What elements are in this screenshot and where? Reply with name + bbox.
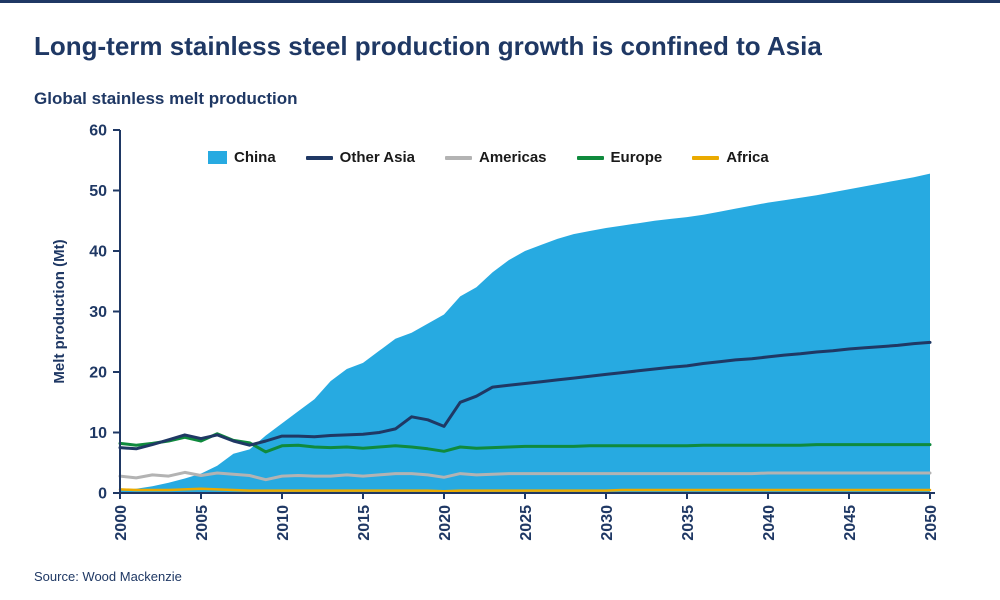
legend-label: Europe (610, 149, 663, 166)
x-tick-label: 2050 (923, 505, 940, 541)
legend-marker-china (208, 151, 227, 164)
legend-item-africa: Africa (692, 149, 769, 166)
x-tick-label: 2035 (680, 505, 697, 541)
legend-item-americas: Americas (444, 149, 547, 166)
y-tick-label: 0 (98, 486, 107, 503)
y-tick-label: 60 (89, 123, 107, 140)
series-other-asia (118, 340, 932, 451)
x-tick-label: 2000 (113, 505, 130, 541)
chart-legend: China Other Asia Americas Europe Africa (208, 149, 769, 166)
x-tick-label: 2010 (275, 505, 292, 541)
legend-label: Americas (478, 149, 547, 166)
series-africa (118, 487, 932, 493)
legend-marker-europe (576, 155, 604, 160)
legend-label: China (234, 149, 276, 166)
series-europe (118, 432, 932, 454)
x-tick-label: 2020 (437, 505, 454, 541)
x-tick-label: 2015 (356, 505, 373, 541)
y-tick-label: 50 (89, 183, 107, 200)
legend-marker-africa (692, 155, 720, 160)
x-tick-label: 2045 (842, 505, 859, 541)
y-tick-label: 20 (89, 365, 107, 382)
legend-label: Other Asia (339, 149, 415, 166)
y-tick-label: 30 (89, 304, 107, 321)
y-tick-label: 10 (89, 425, 107, 442)
x-tick-label: 2030 (599, 505, 616, 541)
legend-marker-americas (444, 155, 472, 160)
legend-label: Africa (726, 149, 769, 166)
legend-item-europe: Europe (576, 149, 663, 166)
page-title: Long-term stainless steel production gro… (34, 31, 822, 61)
series-americas (118, 470, 932, 482)
legend-marker-other-asia (305, 155, 333, 160)
y-tick-label: 40 (89, 244, 107, 261)
source-note: Source: Wood Mackenzie (34, 569, 182, 584)
chart-subtitle: Global stainless melt production (34, 89, 298, 108)
y-axis-title: Melt production (Mt) (51, 239, 68, 383)
legend-item-other-asia: Other Asia (305, 149, 415, 166)
series-china (120, 173, 930, 493)
x-tick-label: 2025 (518, 505, 535, 541)
x-tick-label: 2005 (194, 505, 211, 541)
legend-item-china: China (208, 149, 276, 166)
x-tick-label: 2040 (761, 505, 778, 541)
chart-area: 0 10 20 30 40 50 60 2000 2005 2010 2015 2020 2025 203… (0, 115, 1000, 565)
